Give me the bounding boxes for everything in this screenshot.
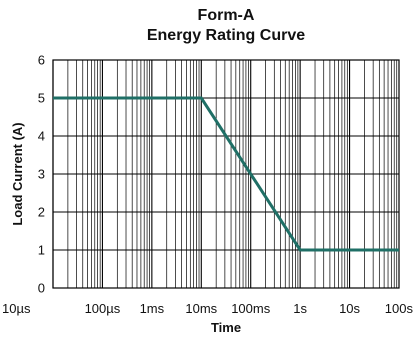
x-tick-label: 100s — [385, 301, 414, 316]
x-tick-label: 1ms — [140, 301, 165, 316]
y-tick-labels: 0 1 2 3 4 5 6 — [38, 53, 45, 296]
x-tick-label: 10s — [339, 301, 360, 316]
x-tick-label: 100ms — [231, 301, 271, 316]
chart-title-line-1: Form-A — [198, 7, 255, 24]
y-tick-label: 6 — [38, 53, 45, 68]
x-tick-label: 10ms — [185, 301, 217, 316]
y-axis-label: Load Current (A) — [10, 122, 25, 225]
y-tick-label: 4 — [38, 129, 45, 144]
series-layer — [53, 96, 399, 252]
chart-title-line-2: Energy Rating Curve — [147, 27, 305, 44]
grid — [52, 60, 399, 288]
x-tick-label: 1s — [293, 301, 307, 316]
plot-frame — [52, 59, 400, 289]
x-axis-label: Time — [211, 320, 241, 335]
x-tick-labels: 10µs 100µs 1ms 10ms 100ms 1s 10s 100s — [2, 301, 413, 316]
y-tick-label: 5 — [38, 91, 45, 106]
x-tick-label: 100µs — [85, 301, 121, 316]
y-tick-label: 2 — [38, 205, 45, 220]
series-line-0 — [53, 96, 399, 252]
y-tick-label: 1 — [38, 243, 45, 258]
y-tick-label: 0 — [38, 281, 45, 296]
y-tick-label: 3 — [38, 167, 45, 182]
x-tick-label: 10µs — [2, 301, 31, 316]
